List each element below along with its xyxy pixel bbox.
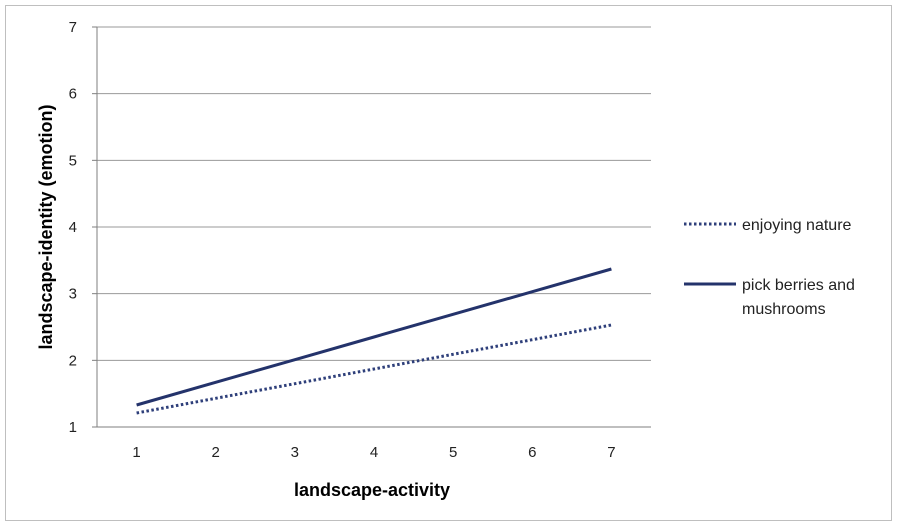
legend-label-2: pick berries and mushrooms xyxy=(742,277,855,318)
y-tick-label-5: 5 xyxy=(69,152,77,169)
series-lines xyxy=(136,267,612,415)
x-tick-label-1: 1 xyxy=(132,444,140,461)
series-line-2 xyxy=(136,267,612,407)
x-axis-title: landscape-activity xyxy=(294,480,450,500)
axes xyxy=(92,26,651,428)
x-tick-label-3: 3 xyxy=(291,444,299,461)
x-tick-label-2: 2 xyxy=(212,444,220,461)
x-tick-label-7: 7 xyxy=(607,444,615,461)
y-tick-label-1: 1 xyxy=(69,419,77,436)
chart-frame xyxy=(5,5,892,521)
grid-lines xyxy=(97,26,651,361)
x-tick-label-4: 4 xyxy=(370,444,378,461)
x-tick-label-6: 6 xyxy=(528,444,536,461)
y-axis-title: landscape-identity (emotion) xyxy=(36,104,56,349)
y-tick-label-2: 2 xyxy=(69,352,77,369)
series-line-1 xyxy=(136,323,612,415)
legend-label-1: enjoying nature xyxy=(742,217,852,234)
tick-labels: 1 2 3 4 5 6 7 1 2 3 4 5 6 7 xyxy=(69,19,616,461)
y-tick-label-6: 6 xyxy=(69,86,77,103)
y-tick-label-3: 3 xyxy=(69,286,77,303)
x-tick-label-5: 5 xyxy=(449,444,457,461)
y-tick-label-7: 7 xyxy=(69,19,77,36)
legend: enjoying nature pick berries and mushrooms xyxy=(684,217,855,318)
y-tick-label-4: 4 xyxy=(69,219,77,236)
